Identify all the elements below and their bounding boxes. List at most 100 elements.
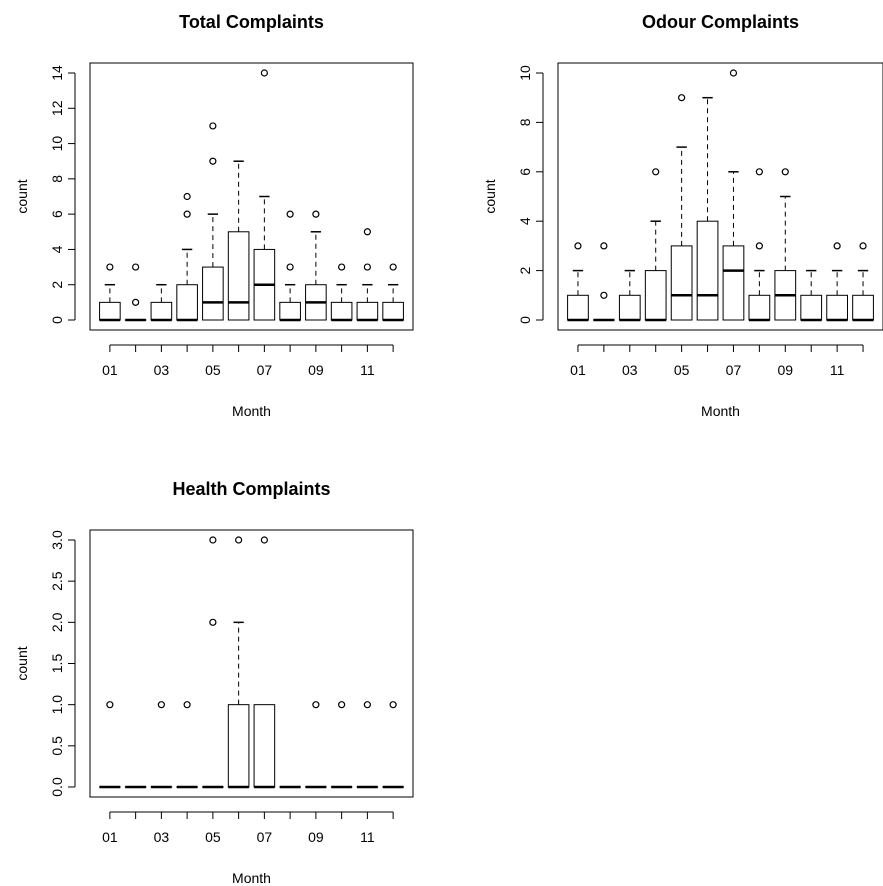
outlier-point	[260, 536, 268, 544]
outlier-point	[209, 122, 217, 130]
x-tick-label: 07	[726, 362, 742, 378]
outlier-point	[209, 618, 217, 626]
y-tick-label: 2	[517, 266, 533, 274]
outlier-point	[781, 168, 789, 176]
box-iqr	[330, 301, 353, 321]
box-05	[202, 536, 224, 789]
y-axis-label: count	[482, 179, 498, 213]
box-04	[176, 701, 198, 789]
box-iqr	[800, 294, 823, 321]
outlier-point	[859, 242, 867, 250]
y-tick-label: 0	[517, 316, 533, 324]
outlier-point	[652, 168, 660, 176]
chart-title: Total Complaints	[179, 12, 324, 32]
box-iqr	[644, 270, 667, 321]
x-tick-label: 11	[830, 362, 845, 378]
outlier-point	[157, 701, 165, 709]
box-iqr	[382, 301, 404, 321]
x-tick-label: 09	[308, 362, 324, 378]
x-tick-label: 05	[674, 362, 690, 378]
box-iqr	[826, 294, 848, 321]
x-axis-label: Month	[232, 403, 271, 419]
box-08	[279, 210, 301, 322]
outlier-point	[106, 701, 114, 709]
outlier-point	[209, 536, 217, 544]
y-tick-label: 6	[49, 210, 65, 218]
outlier-point	[600, 291, 608, 299]
outlier-point	[183, 192, 191, 201]
outlier-point	[209, 157, 217, 165]
outlier-point	[312, 701, 320, 709]
outlier-point	[132, 263, 140, 271]
chart-panel: Total Complaints 0 2 4 6 8 10 12 14 count 01 03 05 07…	[14, 12, 414, 419]
box-01	[567, 242, 589, 322]
box-06	[696, 96, 719, 321]
chart-panel: Odour Complaints 0 2 4 6 8 10 count 01 03 05 07 09 11…	[482, 12, 883, 419]
y-tick-label: 8	[49, 175, 65, 183]
outlier-point	[286, 210, 294, 218]
box-02	[124, 263, 147, 322]
outlier-point	[363, 263, 371, 271]
chart-title: Health Complaints	[172, 479, 330, 499]
plot-frame	[557, 62, 883, 331]
x-tick-label: 09	[308, 829, 324, 845]
y-tick-label: 2	[49, 281, 65, 289]
box-iqr	[99, 301, 121, 321]
box-05	[670, 94, 693, 321]
y-tick-label: 2.0	[49, 612, 65, 632]
x-tick-label: 03	[154, 362, 170, 378]
box-03	[150, 283, 173, 322]
outlier-point	[574, 242, 582, 250]
outlier-point	[183, 701, 191, 709]
box-03	[150, 701, 173, 789]
outlier-point	[600, 242, 608, 250]
y-tick-label: 14	[49, 65, 65, 81]
x-tick-label: 03	[622, 362, 638, 378]
outlier-point	[833, 242, 841, 250]
outlier-point	[312, 210, 320, 218]
box-iqr	[722, 245, 745, 321]
y-tick-label: 6	[517, 168, 533, 176]
chart-panel: Health Complaints 0.0 0.5 1.0 1.5 2.0 2.5 3.0 co…	[14, 479, 414, 886]
box-12	[382, 263, 404, 322]
x-axis-label: Month	[701, 403, 740, 419]
y-tick-label: 0.5	[49, 736, 65, 756]
y-tick-label: 2.5	[49, 571, 65, 591]
x-tick-label: 07	[257, 829, 273, 845]
y-axis-label: count	[14, 179, 30, 213]
box-iqr	[279, 301, 301, 321]
y-tick-label: 12	[49, 100, 65, 116]
box-iqr	[150, 301, 173, 321]
outlier-point	[729, 69, 738, 77]
x-tick-label: 01	[102, 362, 118, 378]
box-03	[618, 269, 641, 322]
y-tick-label: 0	[49, 316, 65, 324]
plot-frame	[89, 62, 414, 331]
outlier-point	[132, 298, 140, 306]
x-tick-label: 05	[205, 829, 221, 845]
box-06	[227, 160, 250, 321]
outlier-point	[363, 701, 371, 709]
box-07	[253, 536, 276, 789]
outlier-point	[338, 701, 346, 709]
box-iqr	[748, 294, 771, 321]
box-12	[852, 242, 874, 322]
x-tick-label: 01	[102, 829, 118, 845]
box-iqr	[696, 220, 719, 321]
box-05	[202, 122, 224, 321]
box-12	[382, 701, 404, 789]
box-iqr	[227, 231, 250, 321]
y-tick-label: 1.5	[49, 654, 65, 674]
box-iqr	[567, 294, 589, 321]
box-iqr	[618, 294, 641, 321]
box-06	[227, 536, 250, 789]
outlier-point	[286, 263, 294, 271]
x-tick-label: 07	[257, 362, 273, 378]
outlier-point	[755, 168, 763, 176]
plot-frame	[89, 529, 414, 798]
x-tick-label: 01	[570, 362, 586, 378]
outlier-point	[106, 263, 114, 271]
outlier-point	[389, 701, 397, 709]
box-iqr	[670, 245, 693, 321]
